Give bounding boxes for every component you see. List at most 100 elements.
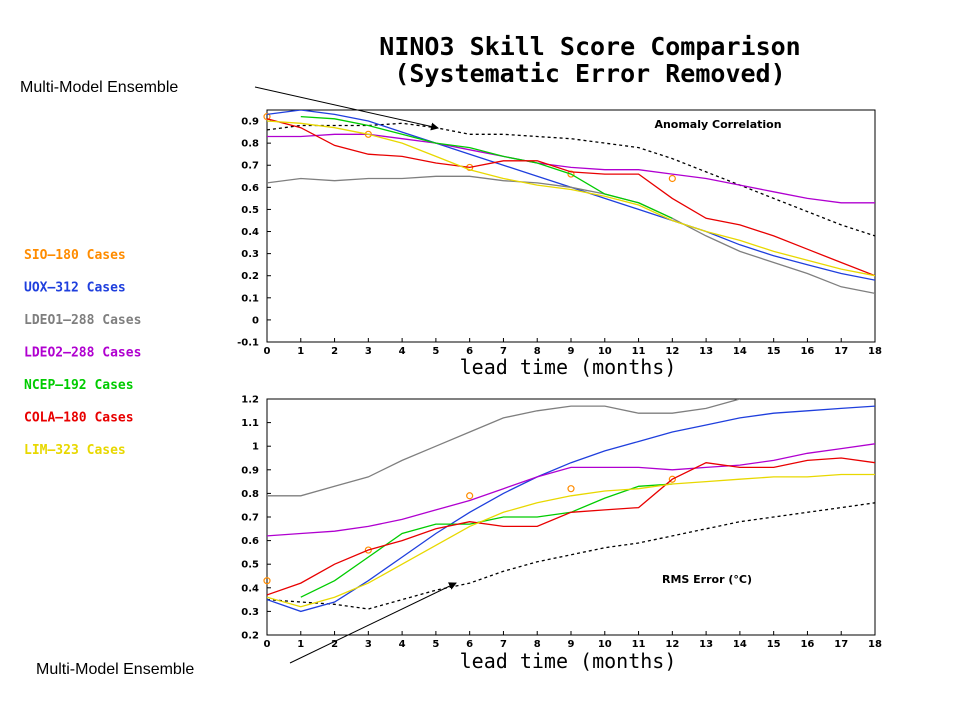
top-x-tick-label: 6: [466, 346, 473, 357]
legend-entry-uox-312-cases: UOX—312 Cases: [24, 281, 126, 296]
annotation-top-arrow: [254, 86, 439, 131]
bottom-y-tick-label: 0.8: [241, 489, 259, 500]
top-y-tick-label: 0.5: [241, 205, 259, 216]
bottom-series-multi-model-ensemble: [267, 502, 875, 610]
top-x-tick-label: 3: [365, 346, 372, 357]
bottom-series-uox-312-cases: [267, 405, 875, 613]
top-x-tick-label: 16: [800, 346, 814, 357]
top-series-lim-323-cases: [267, 120, 875, 277]
bottom-y-tick-label: 1.2: [241, 395, 259, 406]
top-panel-label: Anomaly Correlation: [654, 118, 781, 131]
bottom-x-tick-label: 12: [665, 639, 679, 650]
top-y-tick-label: 0.7: [241, 161, 259, 172]
top-y-tick-label: 0.3: [241, 249, 259, 260]
top-y-tick-labels: -0.1 0 0.1 0.2 0.3 0.4 0.5 0.6 0.7 0.8 0.9: [237, 117, 271, 349]
bottom-y-tick-label: 0.7: [241, 513, 259, 524]
top-x-tick-label: 10: [598, 346, 612, 357]
top-x-tick-label: 7: [500, 346, 507, 357]
legend: SIO—180 Cases UOX—312 Cases LDEO1—288 Case…: [24, 248, 141, 458]
top-x-tick-label: 4: [399, 346, 406, 357]
bottom-series-ldeo1-288-cases: [267, 399, 741, 497]
top-x-axis-label: lead time (months): [460, 355, 677, 379]
bottom-y-tick-label: 0.2: [241, 631, 259, 642]
bottom-y-tick-label: 1: [252, 442, 259, 453]
bottom-series-ncep-192-cases: [300, 483, 673, 598]
legend-entry-lim-323-cases: LIM—323 Cases: [24, 443, 126, 458]
bottom-y-tick-label: 0.6: [241, 536, 259, 547]
top-x-tick-label: 14: [733, 346, 747, 357]
bottom-plot-frame: [266, 398, 876, 636]
top-x-tick-label: 2: [331, 346, 338, 357]
top-x-tick-label: 9: [568, 346, 575, 357]
legend-entry-sio-180-cases: SIO—180 Cases: [24, 248, 126, 263]
top-x-tick-label: 17: [834, 346, 848, 357]
bottom-series-sio-180-cases-marker: [263, 577, 271, 585]
bottom-x-tick-label: 6: [466, 639, 473, 650]
bottom-series-sio-180-cases-marker: [668, 475, 676, 483]
top-series-cola-180-cases: [267, 118, 875, 277]
bottom-y-tick-label: 1.1: [241, 418, 259, 429]
bottom-x-tick-label: 5: [432, 639, 439, 650]
bottom-x-tick-label: 16: [800, 639, 814, 650]
bottom-x-tick-labels: 0 1 2 3 4 5 6 7 8 9 10 11 12 13 14 15 16 17 18: [264, 631, 882, 650]
top-series-ldeo1-288-cases: [267, 175, 875, 295]
top-y-tick-label: 0.8: [241, 139, 259, 150]
top-y-tick-label: 0.4: [241, 227, 259, 238]
top-y-tick-label: 0.1: [241, 293, 259, 304]
legend-entry-ncep-192-cases: NCEP—192 Cases: [24, 378, 134, 393]
bottom-x-tick-label: 4: [399, 639, 406, 650]
bottom-x-tick-label: 13: [699, 639, 713, 650]
bottom-y-tick-label: 0.5: [241, 560, 259, 571]
bottom-y-tick-label: 0.4: [241, 583, 259, 594]
chart-title-line2: (Systematic Error Removed): [394, 59, 785, 88]
bottom-x-tick-label: 2: [331, 639, 338, 650]
legend-entry-ldeo1-288-cases: LDEO1—288 Cases: [24, 313, 141, 328]
bottom-x-tick-label: 14: [733, 639, 747, 650]
bottom-x-tick-label: 11: [632, 639, 646, 650]
bottom-x-tick-label: 8: [534, 639, 541, 650]
top-y-tick-label: 0.2: [241, 271, 259, 282]
top-series-ncep-192-cases: [300, 115, 673, 219]
bottom-x-tick-label: 18: [868, 639, 882, 650]
top-series-sio-180-cases-marker: [263, 113, 271, 121]
bottom-series-sio-180-cases-marker: [466, 492, 474, 500]
bottom-series-sio-180-cases-marker: [567, 485, 575, 493]
bottom-series-lim-323-cases: [267, 473, 875, 608]
bottom-series-cola-180-cases: [267, 457, 875, 596]
bottom-series-lines: [263, 399, 875, 613]
bottom-x-tick-label: 15: [767, 639, 781, 650]
top-series-sio-180-cases-marker: [567, 170, 575, 178]
bottom-y-tick-label: 0.3: [241, 607, 259, 618]
bottom-y-tick-labels: 0.2 0.3 0.4 0.5 0.6 0.7 0.8 0.9 1 1.1 1.2: [241, 395, 271, 642]
annotation-bottom: Multi-Model Ensemble: [36, 661, 194, 678]
bottom-y-tick-label: 0.9: [241, 465, 259, 476]
top-series-sio-180-cases-marker: [668, 174, 676, 183]
top-y-tick-label: 0: [252, 315, 259, 326]
top-x-tick-label: 15: [767, 346, 781, 357]
legend-entry-ldeo2-288-cases: LDEO2—288 Cases: [24, 346, 141, 361]
top-x-tick-label: 18: [868, 346, 882, 357]
top-x-tick-labels: 0 1 2 3 4 5 6 7 8 9 10 11 12 13 14 15 16 17 18: [264, 338, 882, 357]
top-x-tick-label: 5: [432, 346, 439, 357]
bottom-series-ldeo2-288-cases: [267, 443, 875, 537]
bottom-x-tick-label: 3: [365, 639, 372, 650]
bottom-x-tick-label: 9: [568, 639, 575, 650]
top-plot-frame: [266, 109, 876, 343]
bottom-x-tick-label: 10: [598, 639, 612, 650]
chart-title-line1: NINO3 Skill Score Comparison: [379, 32, 800, 61]
bottom-x-tick-label: 0: [264, 639, 271, 650]
top-x-tick-label: 0: [264, 346, 271, 357]
top-y-tick-label: 0.6: [241, 183, 259, 194]
bottom-x-axis-label: lead time (months): [460, 649, 677, 673]
bottom-panel-label: RMS Error (°C): [662, 573, 752, 586]
legend-entry-cola-180-cases: COLA—180 Cases: [24, 411, 134, 426]
annotation-top: Multi-Model Ensemble: [20, 79, 178, 96]
top-x-tick-label: 8: [534, 346, 541, 357]
top-x-tick-label: 12: [665, 346, 679, 357]
top-series-lines: [263, 110, 875, 295]
bottom-x-tick-label: 1: [297, 639, 304, 650]
bottom-series-sio-180-cases-marker: [364, 546, 372, 554]
